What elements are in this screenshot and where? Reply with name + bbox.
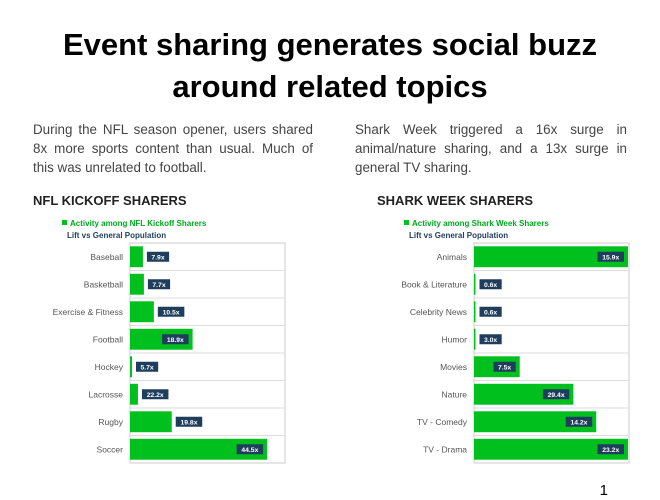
lift-label: 5.7x <box>140 364 153 371</box>
lift-label-bg <box>162 334 189 345</box>
legend-swatch <box>62 220 67 225</box>
bar <box>474 301 476 323</box>
nfl-heading: NFL KICKOFF SHARERS <box>33 193 187 208</box>
bar <box>130 301 154 323</box>
lift-label: 0.6x <box>484 282 497 289</box>
nfl-chart: Activity among NFL Kickoff Sharers Lift v… <box>0 214 290 469</box>
lift-label: 22.2x <box>147 392 164 399</box>
bar <box>130 411 172 433</box>
category-label: Basketball <box>84 279 123 289</box>
page-number: 1 <box>599 482 608 499</box>
chart-subtitle: Lift vs General Population <box>67 231 166 240</box>
lift-label: 7.5x <box>498 364 511 371</box>
category-label: TV - Drama <box>423 444 467 454</box>
category-label: Soccer <box>97 444 124 454</box>
bar <box>474 273 476 295</box>
lift-label-bg <box>479 279 502 290</box>
category-label: Hockey <box>95 362 124 372</box>
lift-label-bg <box>147 279 171 290</box>
lift-label-bg <box>479 306 502 317</box>
category-label: TV - Comedy <box>417 417 468 427</box>
lift-label: 19.8x <box>180 419 197 426</box>
category-label: Exercise & Fitness <box>53 307 123 317</box>
lift-label-bg <box>236 444 264 455</box>
title-line-1: Event sharing generates social buzz <box>62 27 598 62</box>
lift-label: 0.6x <box>484 309 497 316</box>
bar <box>474 328 476 350</box>
lift-label-bg <box>493 361 516 372</box>
lift-label: 29.4x <box>548 392 565 399</box>
lift-label-bg <box>146 251 170 262</box>
category-label: Nature <box>441 389 467 399</box>
category-label: Book & Literature <box>401 279 467 289</box>
bar <box>474 438 629 460</box>
lift-label-bg <box>175 416 203 427</box>
lift-label-bg <box>479 334 502 345</box>
shark-week-description: Shark Week triggered a 16x surge in anim… <box>355 122 627 175</box>
legend-label: Activity among Shark Week Sharers <box>412 219 549 228</box>
category-label: Animals <box>437 252 467 262</box>
category-label: Celebrity News <box>410 307 467 317</box>
bar <box>474 411 597 433</box>
lift-label-bg <box>141 389 169 400</box>
lift-label: 7.9x <box>151 254 164 261</box>
page-title: Event sharing generates social buzz arou… <box>20 24 640 108</box>
lift-label: 7.7x <box>152 282 165 289</box>
lift-label: 44.5x <box>241 447 258 454</box>
lift-label: 10.5x <box>163 309 180 316</box>
lift-label-bg <box>135 361 159 372</box>
bar <box>474 383 574 405</box>
category-label: Humor <box>441 334 467 344</box>
category-label: Movies <box>440 362 467 372</box>
category-label: Rugby <box>98 417 123 427</box>
shark-week-heading: SHARK WEEK SHARERS <box>377 193 534 208</box>
nfl-description: During the NFL season opener, users shar… <box>33 122 313 175</box>
nfl-chart-svg: Activity among NFL Kickoff Sharers Lift v… <box>53 219 286 464</box>
lift-label-bg <box>597 444 625 455</box>
lift-label-bg <box>157 306 185 317</box>
lift-label: 3.0x <box>484 337 497 344</box>
lift-label: 15.9x <box>602 254 619 261</box>
legend-swatch <box>404 220 409 225</box>
lift-label-bg <box>542 389 570 400</box>
shark-week-chart-svg: Activity among Shark Week Sharers Lift vs… <box>401 219 630 464</box>
bar <box>130 246 143 268</box>
bar <box>474 246 629 268</box>
legend-label: Activity among NFL Kickoff Sharers <box>70 219 207 228</box>
category-label: Lacrosse <box>89 389 124 399</box>
lift-label: 14.2x <box>570 419 587 426</box>
category-label: Football <box>93 334 123 344</box>
bar <box>130 273 144 295</box>
lift-label: 18.9x <box>167 337 184 344</box>
lift-label-bg <box>597 251 625 262</box>
bar <box>130 438 268 460</box>
lift-label: 23.2x <box>602 447 619 454</box>
title-line-2: around related topics <box>172 69 488 104</box>
bar <box>130 328 193 350</box>
bar <box>130 383 138 405</box>
bar <box>130 356 132 378</box>
lift-label-bg <box>565 416 593 427</box>
category-label: Baseball <box>90 252 123 262</box>
shark-week-chart: Activity among Shark Week Sharers Lift vs… <box>330 214 630 469</box>
chart-subtitle: Lift vs General Population <box>409 231 508 240</box>
